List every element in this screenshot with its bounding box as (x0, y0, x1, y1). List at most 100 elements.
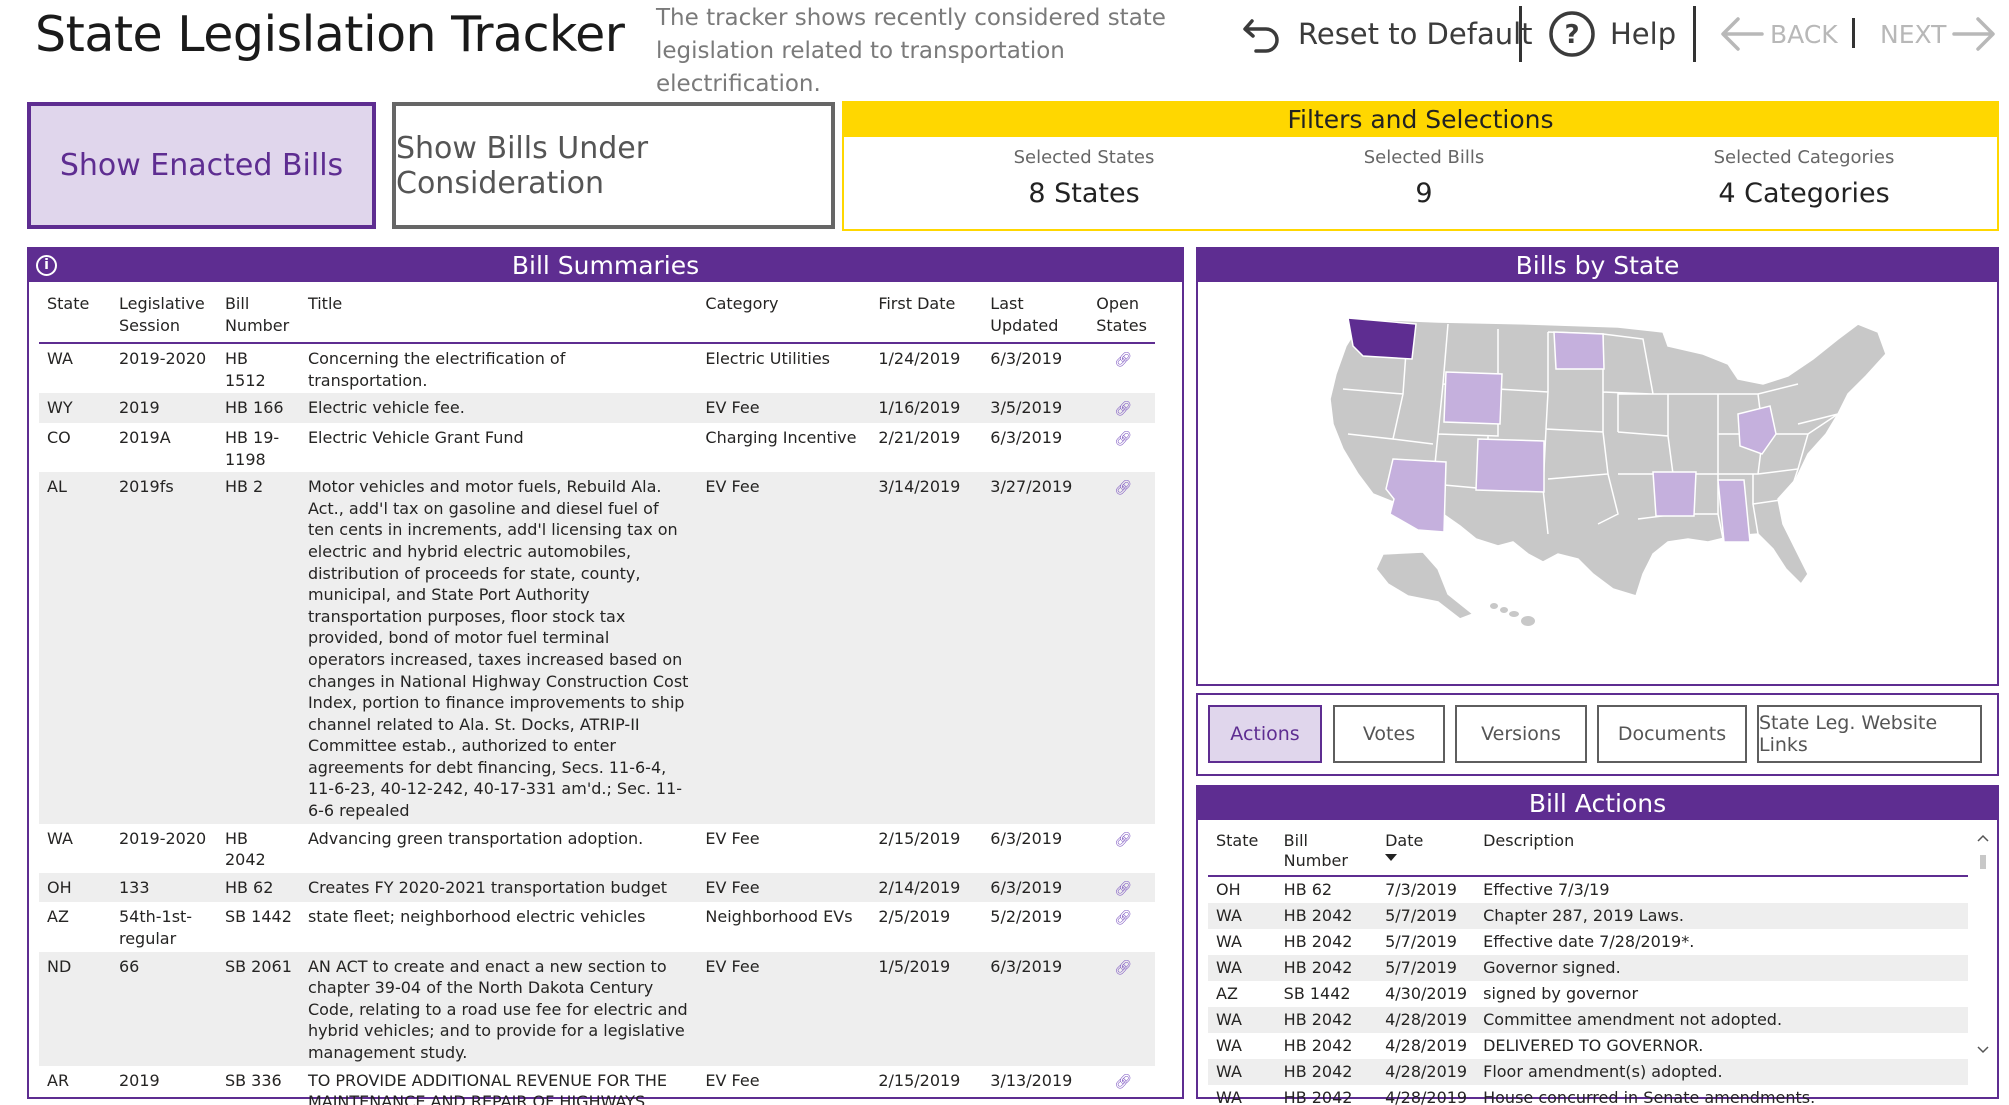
tab-state-leg-website-links[interactable]: State Leg. Website Links (1757, 705, 1982, 763)
state-arizona[interactable] (1385, 458, 1447, 533)
state-borders (1342, 323, 1839, 540)
table-row[interactable]: WA 2019-2020 HB 1512 Concerning the elec… (39, 343, 1155, 393)
bill-actions-title: Bill Actions (1198, 787, 1997, 820)
help-button[interactable]: ? Help (1548, 8, 1676, 60)
tab-documents[interactable]: Documents (1597, 705, 1747, 763)
link-icon[interactable]: 🔗︎ (1114, 1073, 1133, 1090)
cell-title: Electric Vehicle Grant Fund (307, 427, 524, 447)
cell-state: CO (47, 427, 71, 447)
table-row[interactable]: WA HB 2042 5/7/2019 Effective date 7/28/201… (1208, 929, 1968, 955)
column-header-bill-number[interactable]: Bill Number (1275, 827, 1378, 877)
column-header-last-updated[interactable]: Last Updated (982, 291, 1089, 345)
cell-session: 2019 (110, 393, 217, 423)
table-row[interactable]: WY 2019 HB 166 Electric vehicle fee. EV … (39, 393, 1155, 423)
link-icon[interactable]: 🔗︎ (1114, 959, 1133, 976)
column-header-state[interactable]: State (1208, 827, 1276, 877)
column-header-description[interactable]: Description (1475, 827, 1968, 877)
table-row[interactable]: AR 2019 SB 336 TO PROVIDE ADDITIONAL REV… (39, 1066, 1155, 1105)
state-washington[interactable] (1347, 317, 1417, 360)
table-row[interactable]: CO 2019A HB 19-1198 Electric Vehicle Gra… (39, 423, 1155, 472)
state-hawaii[interactable] (1490, 603, 1535, 626)
cell-state: WY (39, 393, 111, 423)
cell-description: DELIVERED TO GOVERNOR. (1483, 1036, 1704, 1055)
cell-first-date: 1/24/2019 (878, 349, 961, 369)
table-row[interactable]: OH 133 HB 62 Creates FY 2020-2021 transp… (39, 872, 1155, 903)
cell-bill-number: HB 62 (216, 872, 300, 903)
scroll-down-icon[interactable] (1977, 1046, 1989, 1054)
cell-bill-number: HB 62 (1283, 880, 1333, 899)
actions-scrollbar[interactable] (1975, 831, 1991, 1059)
page-description: The tracker shows recently considered st… (656, 5, 1166, 97)
cell-bill-number: HB 166 (216, 393, 300, 423)
tab-versions[interactable]: Versions (1455, 705, 1587, 763)
cell-description: Floor amendment(s) adopted. (1475, 1059, 1968, 1085)
cell-first-date: 2/5/2019 (878, 907, 951, 927)
bill-actions-table: State Bill Number Date Description OH HB … (1208, 827, 1968, 1105)
cell-session: 2019-2020 (118, 349, 207, 369)
cell-title: state fleet; neighborhood electric vehic… (307, 907, 646, 927)
column-header-category[interactable]: Category (697, 291, 871, 345)
table-row[interactable]: WA HB 2042 5/7/2019 Chapter 287, 2019 Laws. (1208, 903, 1968, 929)
cell-date: 4/28/2019 (1385, 1088, 1468, 1105)
tab-votes[interactable]: Votes (1333, 705, 1445, 763)
state-north-dakota[interactable] (1553, 331, 1605, 370)
filters-and-selections-card: Filters and Selections Selected States 8… (842, 101, 1999, 231)
cell-state: AZ (1216, 984, 1238, 1003)
show-enacted-bills-button[interactable]: Show Enacted Bills (27, 102, 376, 229)
selected-states-label: Selected States (1013, 147, 1155, 168)
table-row[interactable]: WA HB 2042 4/28/2019 DELIVERED TO GOVERNOR. (1208, 1033, 1968, 1059)
cell-state: WA (47, 828, 73, 848)
column-header-date[interactable]: Date (1377, 827, 1476, 877)
state-wyoming[interactable] (1443, 371, 1503, 425)
scroll-thumb[interactable] (1980, 855, 1986, 869)
table-row[interactable]: WA HB 2042 5/7/2019 Governor signed. (1208, 955, 1968, 981)
tab-actions[interactable]: Actions (1208, 705, 1322, 763)
link-icon[interactable]: 🔗︎ (1114, 480, 1133, 497)
cell-open-states: 🔗︎ (1088, 1066, 1155, 1105)
link-icon[interactable]: 🔗︎ (1114, 910, 1133, 927)
bill-summaries-table: State Legislative Session Bill Number Ti… (39, 291, 1155, 1105)
table-row[interactable]: WA HB 2042 4/28/2019 Committee amendment no… (1208, 1007, 1968, 1033)
cell-category: EV Fee (705, 1070, 760, 1090)
us-state-map[interactable] (1198, 284, 1997, 684)
cell-bill-number: SB 2061 (216, 951, 300, 1066)
state-arkansas[interactable] (1652, 471, 1697, 517)
table-row[interactable]: AZ 54th-1st-regular SB 1442 state fleet;… (39, 902, 1155, 951)
column-header-session[interactable]: Legislative Session (110, 291, 217, 345)
state-alaska[interactable] (1375, 551, 1475, 620)
state-colorado[interactable] (1475, 438, 1545, 493)
selected-bills-label: Selected Bills (1363, 147, 1485, 168)
next-button[interactable]: NEXT (1880, 8, 1998, 60)
table-row[interactable]: ND 66 SB 2061 AN ACT to create and enact… (39, 951, 1155, 1066)
state-ohio[interactable] (1737, 405, 1777, 455)
table-row[interactable]: OH HB 62 7/3/2019 Effective 7/3/19 (1208, 876, 1968, 903)
link-icon[interactable]: 🔗︎ (1114, 430, 1133, 447)
table-row[interactable]: WA HB 2042 4/28/2019 Floor amendment(s) ado… (1208, 1059, 1968, 1085)
scroll-up-icon[interactable] (1977, 834, 1989, 842)
column-header-bill-number[interactable]: Bill Number (216, 291, 300, 345)
table-row[interactable]: WA HB 2042 4/28/2019 House concurred in Sen… (1208, 1085, 1968, 1105)
column-header-first-date[interactable]: First Date (870, 291, 983, 345)
cell-state: WA (1216, 1036, 1242, 1055)
cell-state: WA (1208, 955, 1276, 981)
link-icon[interactable]: 🔗︎ (1114, 401, 1133, 418)
reset-to-default-button[interactable]: Reset to Default (1240, 8, 1533, 60)
table-row[interactable]: AL 2019fs HB 2 Motor vehicles and motor … (39, 472, 1155, 824)
link-icon[interactable]: 🔗︎ (1114, 831, 1133, 848)
back-button[interactable]: BACK (1718, 8, 1838, 60)
column-header-state[interactable]: State (39, 291, 111, 345)
cell-state: OH (1216, 880, 1241, 899)
link-icon[interactable]: 🔗︎ (1114, 880, 1133, 897)
column-header-title[interactable]: Title (299, 291, 698, 345)
cell-title: Electric vehicle fee. (299, 393, 698, 423)
cell-bill-number: HB 2042 (1283, 1036, 1353, 1055)
column-header-open-states[interactable]: Open States (1088, 291, 1155, 345)
table-row[interactable]: WA 2019-2020 HB 2042 Advancing green tra… (39, 824, 1155, 873)
link-icon[interactable]: 🔗︎ (1114, 352, 1133, 369)
table-row[interactable]: AZ SB 1442 4/30/2019 signed by governor (1208, 981, 1968, 1007)
reset-label: Reset to Default (1298, 17, 1533, 51)
info-icon[interactable]: i (36, 255, 57, 276)
state-alabama[interactable] (1717, 479, 1751, 543)
show-bills-under-consideration-button[interactable]: Show Bills Under Consideration (392, 102, 835, 229)
